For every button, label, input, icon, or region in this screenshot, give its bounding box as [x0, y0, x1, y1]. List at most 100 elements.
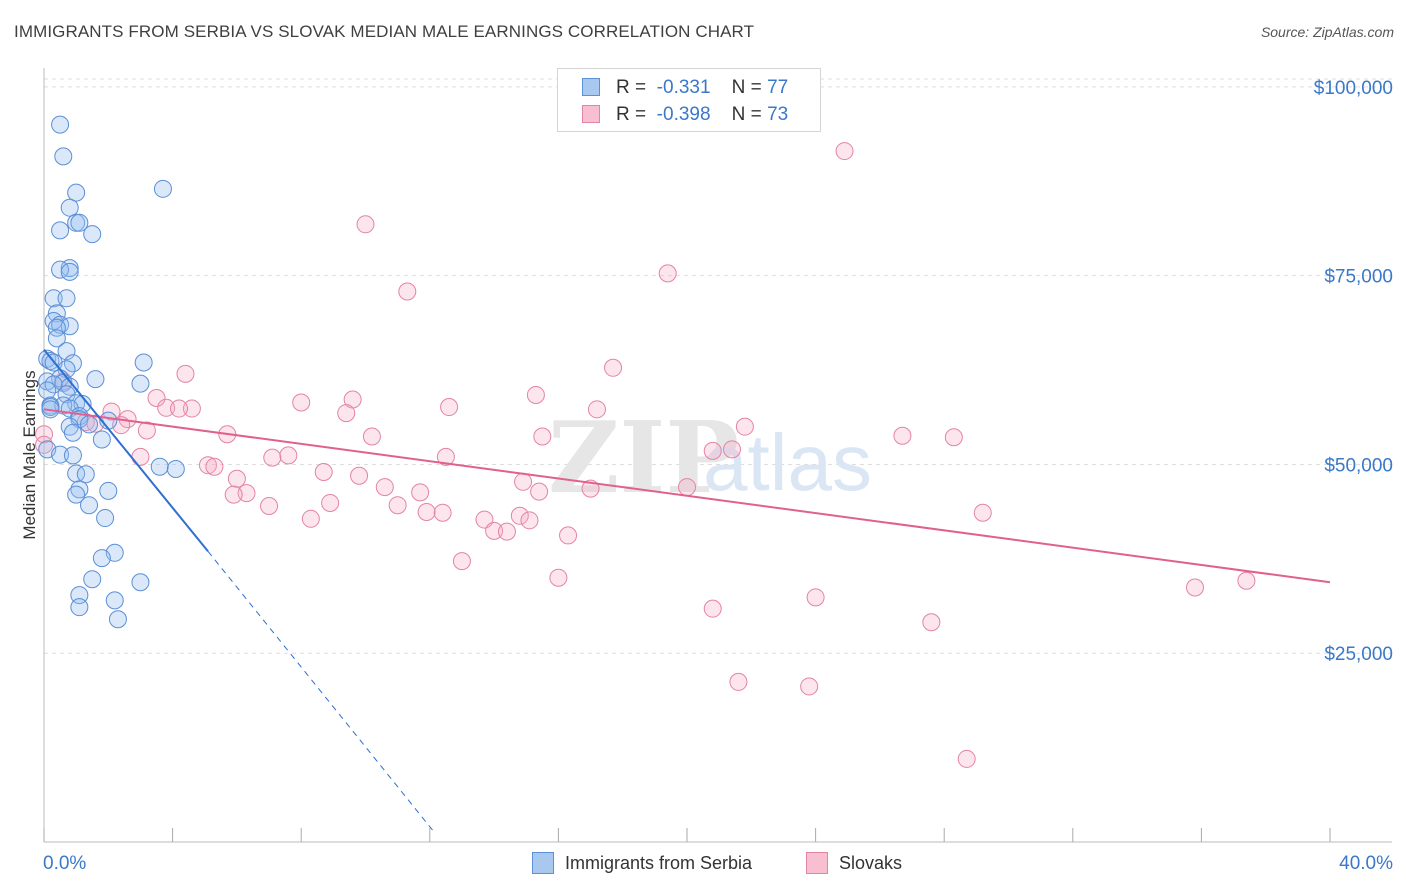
- data-point-slovaks: [534, 428, 551, 445]
- data-point-serbia: [97, 510, 114, 527]
- data-point-slovaks: [441, 399, 458, 416]
- legend-r-label: R =: [616, 104, 646, 125]
- data-point-slovaks: [527, 386, 544, 403]
- data-point-serbia: [61, 199, 78, 216]
- data-point-slovaks: [399, 283, 416, 300]
- legend: R = -0.331 N = 77 R = -0.398 N = 73: [557, 68, 821, 132]
- y-tick-label: $100,000: [1314, 78, 1393, 99]
- data-point-slovaks: [807, 589, 824, 606]
- series-serbia: [39, 116, 185, 628]
- data-point-serbia: [84, 226, 101, 243]
- data-point-slovaks: [945, 429, 962, 446]
- data-point-slovaks: [225, 486, 242, 503]
- data-point-serbia: [100, 482, 117, 499]
- data-point-slovaks: [736, 418, 753, 435]
- data-point-slovaks: [228, 470, 245, 487]
- data-point-slovaks: [376, 479, 393, 496]
- bottom-legend-swatch-slovaks: [806, 852, 828, 874]
- data-point-slovaks: [923, 614, 940, 631]
- data-point-slovaks: [704, 600, 721, 617]
- legend-n-label: N =: [732, 104, 762, 125]
- x-tick-label: 40.0%: [1339, 853, 1393, 874]
- data-point-slovaks: [363, 428, 380, 445]
- y-tick-label: $50,000: [1324, 455, 1393, 476]
- data-point-slovaks: [389, 497, 406, 514]
- data-point-slovaks: [322, 494, 339, 511]
- data-point-serbia: [84, 571, 101, 588]
- data-point-slovaks: [171, 400, 188, 417]
- data-point-serbia: [55, 148, 72, 165]
- data-point-serbia: [81, 497, 98, 514]
- x-tick-label: 0.0%: [43, 853, 86, 874]
- data-point-slovaks: [132, 448, 149, 465]
- data-point-serbia: [77, 466, 94, 483]
- data-point-slovaks: [605, 359, 622, 376]
- data-point-slovaks: [801, 678, 818, 695]
- data-point-serbia: [93, 431, 110, 448]
- data-point-serbia: [61, 263, 78, 280]
- data-point-slovaks: [560, 527, 577, 544]
- bottom-legend-label-serbia: Immigrants from Serbia: [565, 853, 752, 874]
- data-point-serbia: [109, 611, 126, 628]
- legend-r-value-slovaks: -0.398: [657, 104, 711, 125]
- data-point-serbia: [52, 116, 69, 133]
- data-point-slovaks: [894, 427, 911, 444]
- data-point-serbia: [93, 550, 110, 567]
- legend-swatch-slovaks: [582, 105, 600, 123]
- data-point-serbia: [151, 458, 168, 475]
- data-point-slovaks: [521, 512, 538, 529]
- legend-swatch-serbia: [582, 78, 600, 96]
- data-point-serbia: [135, 354, 152, 371]
- data-point-serbia: [71, 599, 88, 616]
- data-point-slovaks: [418, 504, 435, 521]
- data-point-slovaks: [958, 750, 975, 767]
- data-point-slovaks: [261, 497, 278, 514]
- data-point-serbia: [132, 574, 149, 591]
- data-point-serbia: [154, 180, 171, 197]
- data-point-serbia: [68, 184, 85, 201]
- data-point-slovaks: [1238, 572, 1255, 589]
- legend-r-label: R =: [616, 77, 646, 98]
- data-point-serbia: [87, 371, 104, 388]
- legend-r-value-serbia: -0.331: [657, 77, 711, 98]
- data-point-slovaks: [177, 365, 194, 382]
- data-point-slovaks: [338, 405, 355, 422]
- data-point-slovaks: [498, 523, 515, 540]
- data-point-slovaks: [302, 510, 319, 527]
- watermark-atlas: atlas: [703, 418, 872, 507]
- y-tick-label: $75,000: [1324, 267, 1393, 288]
- data-point-slovaks: [531, 483, 548, 500]
- data-point-slovaks: [588, 401, 605, 418]
- data-point-serbia: [64, 447, 81, 464]
- data-point-slovaks: [679, 479, 696, 496]
- data-point-slovaks: [550, 569, 567, 586]
- data-point-slovaks: [453, 553, 470, 570]
- data-point-serbia: [39, 382, 56, 399]
- data-point-serbia: [132, 375, 149, 392]
- data-point-slovaks: [659, 265, 676, 282]
- data-point-slovaks: [280, 447, 297, 464]
- data-point-slovaks: [724, 441, 741, 458]
- data-point-slovaks: [515, 473, 532, 490]
- data-point-slovaks: [412, 484, 429, 501]
- data-point-slovaks: [704, 442, 721, 459]
- scatter-plot: ZIP atlas $25,000$50,000$75,000$100,0000…: [0, 0, 1406, 892]
- legend-n-label: N =: [732, 77, 762, 98]
- data-point-serbia: [58, 290, 75, 307]
- data-point-slovaks: [293, 394, 310, 411]
- legend-n-value-serbia: 77: [767, 77, 788, 98]
- trend-line-serbia-extrapolated: [208, 551, 433, 830]
- y-tick-label: $25,000: [1324, 644, 1393, 665]
- bottom-legend-label-slovaks: Slovaks: [839, 853, 902, 874]
- data-point-slovaks: [974, 504, 991, 521]
- data-point-slovaks: [315, 463, 332, 480]
- data-point-serbia: [106, 592, 123, 609]
- data-point-serbia: [52, 222, 69, 239]
- data-point-slovaks: [206, 458, 223, 475]
- gridlines: [44, 79, 1392, 653]
- legend-n-value-slovaks: 73: [767, 104, 788, 125]
- data-point-slovaks: [357, 216, 374, 233]
- data-point-serbia: [81, 416, 98, 433]
- bottom-legend-swatch-serbia: [532, 852, 554, 874]
- data-point-slovaks: [434, 504, 451, 521]
